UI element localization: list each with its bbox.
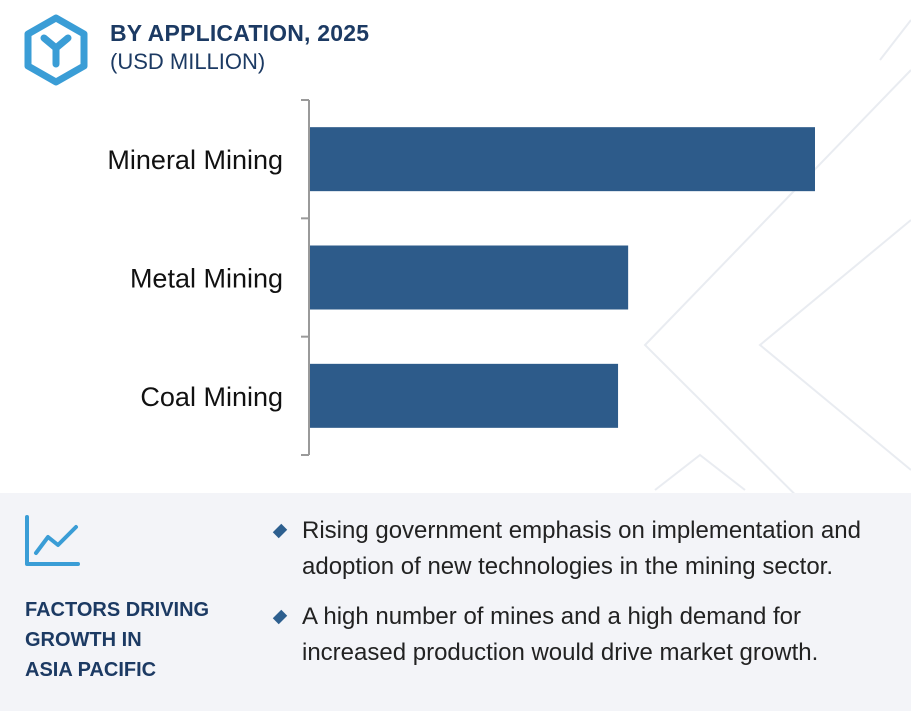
bar-metal-mining [310, 245, 629, 310]
hexagon-y-logo-icon [24, 14, 88, 86]
category-label: Coal Mining [140, 382, 283, 412]
category-label: Metal Mining [130, 264, 283, 294]
chart-title: BY APPLICATION, 2025 [110, 20, 370, 46]
factors-panel: FACTORS DRIVING GROWTH IN ASIA PACIFIC R… [0, 493, 911, 711]
chart-subtitle: (USD MILLION) [110, 49, 266, 74]
category-label: Mineral Mining [107, 145, 283, 175]
factors-title-line: ASIA PACIFIC [25, 659, 157, 681]
factors-title: FACTORS DRIVING GROWTH IN ASIA PACIFIC [25, 595, 245, 685]
diamond-bullet-icon [272, 609, 288, 625]
factor-item: Rising government emphasis on implementa… [270, 513, 900, 585]
factors-list: Rising government emphasis on implementa… [270, 513, 900, 685]
factor-item: A high number of mines and a high demand… [270, 599, 900, 671]
bar-chart: Mineral Mining Metal Mining Coal Mining [107, 99, 815, 456]
bar-coal-mining [310, 363, 619, 428]
diamond-bullet-icon [272, 523, 288, 539]
factor-text: A high number of mines and a high demand… [302, 603, 819, 666]
factors-title-line: FACTORS DRIVING [25, 599, 210, 621]
factors-title-line: GROWTH IN [25, 629, 142, 651]
bar-mineral-mining [310, 127, 815, 192]
trend-line-icon [25, 515, 80, 566]
factor-text: Rising government emphasis on implementa… [302, 517, 861, 580]
